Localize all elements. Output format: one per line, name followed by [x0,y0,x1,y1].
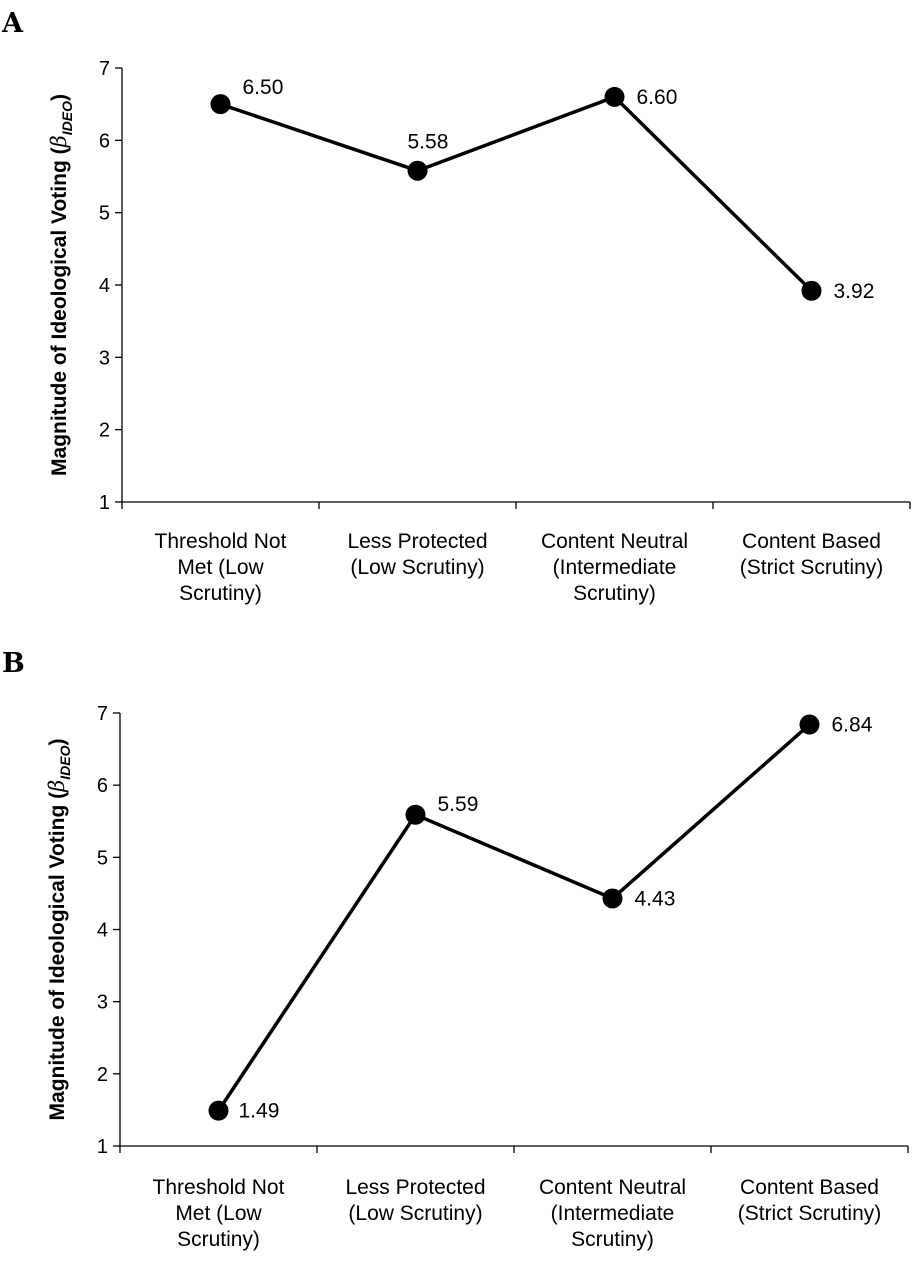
x-tick-label: Threshold Not Met (Low Scrutiny) [155,530,287,605]
y-tick-label: 6 [97,775,108,797]
data-label: 1.49 [239,1100,280,1123]
y-axis-title: Magnitude of Ideological Voting (βIDEO) [47,94,75,476]
data-label: 6.84 [832,714,873,737]
y-tick-label: 7 [97,703,108,725]
y-tick-label: 5 [97,847,108,869]
x-tick-label: Content Based (Strict Scrutiny) [740,530,884,579]
panel-label: A [1,8,24,39]
x-tick-label: Content Neutral (Intermediate Scrutiny) [541,530,688,605]
y-tick-label: 3 [99,347,110,369]
series-line [217,723,811,1112]
data-label: 6.50 [243,76,284,99]
data-point [407,160,428,181]
data-label: 5.58 [408,131,449,154]
data-label: 3.92 [834,280,875,303]
chart-panel-b: B 1 2 3 4 5 6 7 Threshold Not Met (Low Scrutiny) Le… [2,648,909,1251]
y-tick-label: 1 [97,1136,108,1158]
x-tick-label: Less Protected (Low Scrutiny) [345,1176,485,1225]
y-tick-label: 1 [99,492,110,514]
data-point [801,280,822,301]
x-tick-label: Threshold Not Met (Low Scrutiny) [153,1176,285,1251]
y-tick-label: 3 [97,992,108,1014]
data-label: 4.43 [635,887,676,910]
data-point [602,888,623,909]
y-tick-label: 4 [97,920,108,942]
chart-panel-a: A 1 2 3 4 5 6 7 Threshold Not Met (Low Scrutiny) Le… [1,8,911,605]
y-tick-label: 2 [99,420,110,442]
y-tick-label: 4 [99,275,110,297]
y-tick-label: 5 [99,203,110,225]
x-tick-label: Content Based (Strict Scrutiny) [738,1176,882,1225]
data-point [208,1100,229,1121]
y-tick-label: 6 [99,130,110,152]
x-tick-label: Content Neutral (Intermediate Scrutiny) [539,1176,686,1251]
data-point [799,714,820,735]
data-label: 6.60 [637,86,678,109]
panel-label: B [2,648,25,679]
y-axis-title: Magnitude of Ideological Voting (βIDEO) [45,739,73,1121]
y-tick-label: 7 [99,58,110,80]
x-tick-label: Less Protected (Low Scrutiny) [347,530,487,579]
y-tick-label: 2 [97,1064,108,1086]
data-point [405,804,426,825]
series-line [219,94,813,293]
data-label: 5.59 [438,793,479,816]
data-point [604,86,625,107]
data-point [210,94,231,115]
